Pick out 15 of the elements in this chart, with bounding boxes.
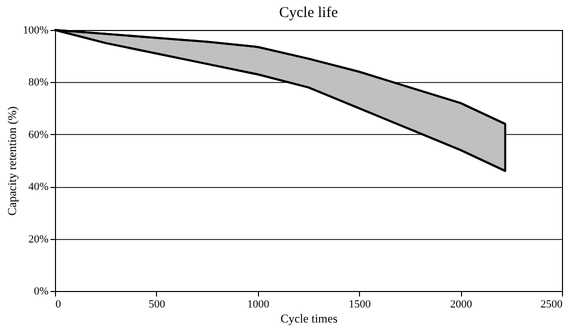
x-tick-label: 0 [56, 298, 62, 310]
x-tick-label: 1500 [348, 298, 372, 310]
y-tick-label: 60% [28, 128, 48, 141]
y-tick-label: 0% [34, 286, 48, 298]
y-axis-title: Capacity retention (%) [4, 106, 19, 216]
chart-title: Cycle life [279, 5, 338, 21]
y-tick-label: 20% [28, 233, 48, 246]
x-tick-label: 1000 [247, 298, 270, 310]
x-tick-label: 2000 [450, 298, 473, 310]
x-tick-label: 500 [148, 298, 166, 310]
x-tick-label: 2500 [540, 298, 563, 310]
y-tick-label: 80% [28, 76, 48, 89]
y-tick-label: 100% [22, 24, 48, 36]
x-axis-title: Cycle times [280, 312, 338, 326]
y-tick-label: 40% [28, 181, 48, 194]
